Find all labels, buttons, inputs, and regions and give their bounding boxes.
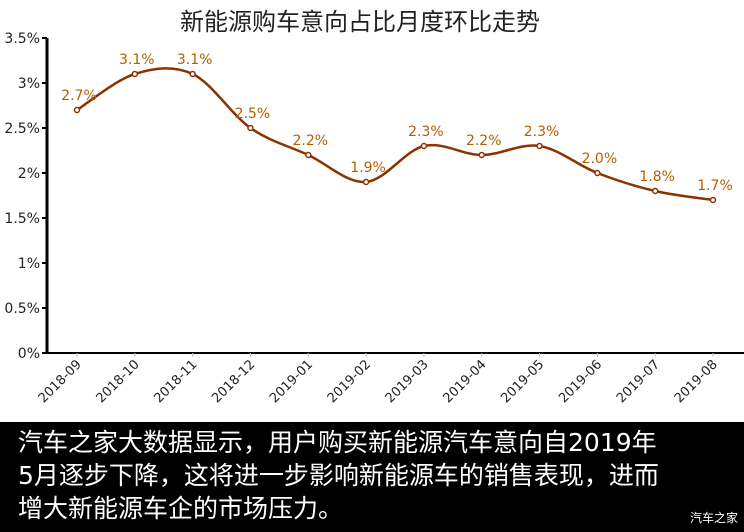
x-tick-label: 2019-05 [498,357,547,406]
data-point [305,151,312,159]
y-tick-label: 2% [18,166,40,182]
data-point [247,124,254,132]
data-label: 2.3% [408,124,444,140]
series-line [76,67,714,202]
y-tick-label: 0.5% [4,301,40,317]
y-tick-label: 3.5% [4,31,40,47]
x-tick-label: 2018-09 [36,357,85,406]
data-label: 3.1% [119,52,155,68]
data-point [709,196,717,204]
data-point [536,142,543,150]
data-label: 1.7% [697,178,733,194]
data-label: 2.3% [524,124,560,140]
data-label: 3.1% [177,52,213,68]
data-label: 2.2% [292,133,328,149]
data-point [420,142,428,150]
data-label: 2.0% [582,151,618,167]
x-tick-label: 2018-10 [94,357,143,406]
data-label: 1.8% [639,169,675,185]
y-tick-label: 0% [18,346,40,362]
data-point [594,169,601,177]
data-label: 2.2% [466,133,502,149]
chart-title: 新能源购车意向占比月度环比走势 [180,8,540,36]
caption-text: 汽车之家大数据显示，用户购买新能源汽车意向自2019年 5月逐步下降，这将进一步… [0,422,744,532]
y-tick-label: 1% [18,256,40,272]
data-point [131,70,139,78]
data-point [189,70,196,78]
y-tick-label: 3% [18,76,40,92]
data-point [651,187,659,195]
y-tick-label: 2.5% [4,121,40,137]
x-tick-label: 2019-04 [441,357,490,406]
line-chart: 新能源购车意向占比月度环比走势 0% 0.5% 1% 1.5% 2% 2.5% 3% 3.5%… [4,8,744,406]
y-tick-label: 1.5% [4,211,40,227]
x-tick-label: 2019-08 [672,357,721,406]
data-point [362,178,370,186]
x-tick-label: 2019-01 [267,357,316,406]
data-label: 2.5% [235,106,271,122]
x-tick-label: 2019-06 [556,357,605,406]
watermark: 汽车之家 [689,511,738,525]
x-tick-label: 2019-02 [325,357,374,406]
data-point [478,151,485,159]
x-tick-label: 2018-11 [151,357,200,406]
x-tick-label: 2019-07 [614,357,663,406]
data-point [73,106,81,114]
data-label: 2.7% [61,88,97,104]
x-tick-label: 2018-12 [209,357,258,406]
x-tick-label: 2019-03 [383,357,432,406]
data-label: 1.9% [350,160,386,176]
